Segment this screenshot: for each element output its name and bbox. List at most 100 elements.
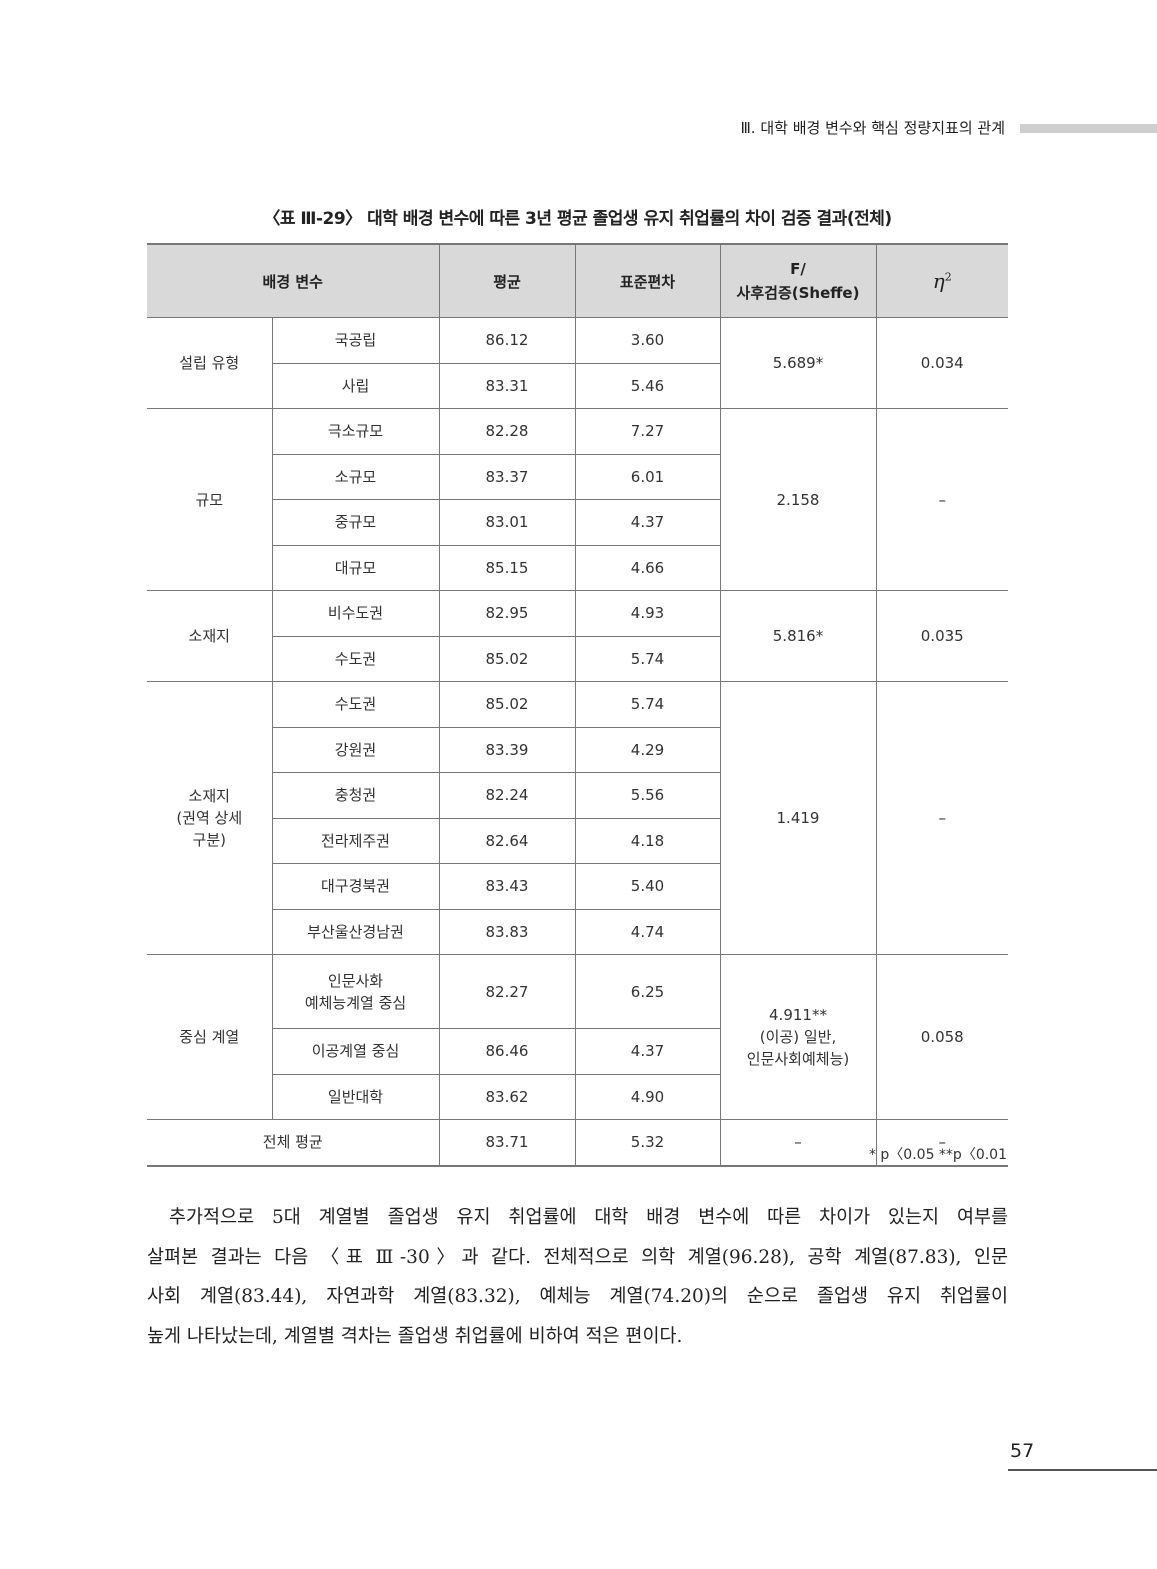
category-cell: 대규모 bbox=[271, 544, 440, 591]
category-cell: 충청권 bbox=[271, 772, 440, 819]
eta-superscript: 2 bbox=[944, 270, 952, 284]
sd-cell: 4.93 bbox=[574, 590, 721, 637]
sd-cell: 4.37 bbox=[574, 1028, 720, 1075]
mean-cell: 82.95 bbox=[438, 590, 576, 637]
category-cell: 비수도권 bbox=[271, 590, 440, 637]
table-row: 수도권 85.02 5.74 bbox=[147, 635, 1008, 682]
mean-cell: 86.12 bbox=[438, 317, 576, 364]
category-cell: 전라제주권 bbox=[271, 817, 440, 864]
mean-cell: 83.83 bbox=[438, 908, 576, 955]
mean-cell: 83.37 bbox=[438, 453, 576, 500]
total-row: 전체 평균 83.71 5.32– – bbox=[147, 1119, 1008, 1167]
group-label: 소재지 (권역 상세 구분) bbox=[147, 681, 273, 955]
mean-cell: 82.64 bbox=[438, 817, 576, 864]
table-row: 규모 극소규모 82.28 7.27 2.158– bbox=[147, 408, 1008, 591]
eta-value-cell: – bbox=[875, 681, 1008, 955]
eta-value-cell: 0.034 bbox=[875, 317, 1008, 409]
mean-cell: 82.28 bbox=[438, 408, 576, 455]
mean-cell: 83.39 bbox=[438, 726, 576, 773]
running-header: Ⅲ. 대학 배경 변수와 핵심 정량지표의 관계 bbox=[740, 119, 1005, 137]
mean-cell: 83.01 bbox=[438, 499, 576, 546]
eta-value-cell: – bbox=[875, 408, 1008, 591]
table-header-row: 배경 변수 평균 표준편차 F/ 사후검증(Sheffe) η2 bbox=[147, 243, 1008, 318]
header-bar bbox=[1020, 124, 1157, 133]
f-value-cell: 4.911** (이공) 일반, 인문사회예체능) bbox=[719, 954, 877, 1120]
sd-cell: 5.74 bbox=[574, 635, 720, 682]
sd-cell: 5.74 bbox=[574, 681, 721, 728]
sd-cell: 5.46 bbox=[574, 362, 720, 409]
total-label: 전체 평균 bbox=[147, 1119, 440, 1167]
page-number-rule bbox=[1008, 1469, 1157, 1471]
mean-cell: 83.31 bbox=[438, 362, 576, 409]
total-sd: 5.32 bbox=[574, 1119, 721, 1167]
sd-cell: 7.27 bbox=[574, 408, 721, 455]
sd-cell: 6.25 bbox=[574, 954, 721, 1029]
table-row: 설립 유형 국공립 86.12 3.60 5.689* 0.034 bbox=[147, 317, 1008, 409]
category-cell: 수도권 bbox=[271, 635, 440, 682]
group-label: 중심 계열 bbox=[147, 954, 273, 1120]
group-label: 규모 bbox=[147, 408, 273, 591]
mean-cell: 83.43 bbox=[438, 863, 576, 910]
category-cell: 국공립 bbox=[271, 317, 440, 364]
sd-cell: 5.40 bbox=[574, 863, 720, 910]
table-row: 부산울산경남권 83.83 4.74 bbox=[147, 908, 1008, 955]
mean-cell: 82.27 bbox=[438, 954, 576, 1029]
total-mean: 83.71 bbox=[438, 1119, 576, 1167]
sd-cell: 4.37 bbox=[574, 499, 720, 546]
category-cell: 일반대학 bbox=[271, 1073, 440, 1120]
paragraph-line: 추가적으로 5대 계열별 졸업생 유지 취업률에 대학 배경 변수에 따른 차이… bbox=[169, 1207, 1008, 1228]
mean-cell: 82.24 bbox=[438, 772, 576, 819]
table-row: 대규모 85.15 4.66 bbox=[147, 544, 1008, 591]
table-caption: 〈표 Ⅲ-29〉 대학 배경 변수에 따른 3년 평균 졸업생 유지 취업률의 … bbox=[263, 209, 892, 229]
sd-cell: 6.01 bbox=[574, 453, 720, 500]
group-label: 설립 유형 bbox=[147, 317, 273, 409]
f-value-cell: 5.689* bbox=[719, 317, 877, 409]
category-cell: 인문사화 예체능계열 중심 bbox=[271, 954, 440, 1029]
mean-cell: 85.02 bbox=[438, 635, 576, 682]
page-number: 57 bbox=[1010, 1440, 1035, 1462]
paragraph-line: 높게 나타났는데, 계열별 격차는 졸업생 취업률에 비하여 적은 편이다. bbox=[147, 1325, 683, 1347]
sd-cell: 4.18 bbox=[574, 817, 720, 864]
table-row: 소재지 비수도권 82.95 4.93 5.816* 0.035 bbox=[147, 590, 1008, 682]
mean-cell: 85.15 bbox=[438, 544, 576, 591]
sd-cell: 4.29 bbox=[574, 726, 720, 773]
group-label: 소재지 bbox=[147, 590, 273, 682]
header-mean: 평균 bbox=[438, 243, 575, 318]
category-cell: 대구경북권 bbox=[271, 863, 440, 910]
total-f: – bbox=[719, 1119, 877, 1167]
table-row: 충청권 82.24 5.56 bbox=[147, 772, 1008, 819]
eta-value-cell: 0.035 bbox=[875, 590, 1008, 682]
category-cell: 중규모 bbox=[271, 499, 440, 546]
f-value-cell: 2.158 bbox=[719, 408, 877, 591]
eta-value-cell: 0.058 bbox=[875, 954, 1008, 1120]
table-row: 강원권 83.39 4.29 bbox=[147, 726, 1008, 773]
f-value-cell: 5.816* bbox=[719, 590, 877, 682]
f-value-cell: 1.419 bbox=[719, 681, 877, 955]
table-row: 전라제주권 82.64 4.18 bbox=[147, 817, 1008, 864]
mean-cell: 85.02 bbox=[438, 681, 576, 728]
sd-cell: 4.66 bbox=[574, 544, 720, 591]
header-eta: η2 bbox=[875, 243, 1008, 318]
table-row: 중심 계열 인문사화 예체능계열 중심 82.27 6.25 4.911** (이공) … bbox=[147, 954, 1008, 1120]
mean-cell: 86.46 bbox=[438, 1028, 576, 1075]
eta-symbol: η bbox=[932, 269, 945, 293]
category-cell: 소규모 bbox=[271, 453, 440, 500]
mean-cell: 83.62 bbox=[438, 1073, 576, 1120]
table-row: 소재지 (권역 상세 구분) 수도권 85.02 5.74 1.419– bbox=[147, 681, 1008, 955]
sd-cell: 5.56 bbox=[574, 772, 720, 819]
significance-note: * p〈0.05 **p〈0.01 bbox=[868, 1147, 1007, 1163]
sd-cell: 3.60 bbox=[574, 317, 721, 364]
results-table: 배경 변수 평균 표준편차 F/ 사후검증(Sheffe) η2 설립 유형 국공… bbox=[147, 243, 1008, 1167]
header-variable: 배경 변수 bbox=[147, 243, 439, 318]
total-eta: – bbox=[875, 1119, 1008, 1167]
body-paragraph: 추가적으로 5대 계열별 졸업생 유지 취업률에 대학 배경 변수에 따른 차이… bbox=[147, 1203, 1008, 1361]
paragraph-line: 사회 계열(83.44), 자연과학 계열(83.32), 예체능 계열(74.… bbox=[147, 1286, 1008, 1307]
sd-cell: 4.74 bbox=[574, 908, 720, 955]
header-sd: 표준편차 bbox=[574, 243, 720, 318]
category-cell: 사립 bbox=[271, 362, 440, 409]
category-cell: 강원권 bbox=[271, 726, 440, 773]
paragraph-line: 살펴본 결과는 다음 〈표 Ⅲ-30〉과 같다. 전체적으로 의학 계열(96.… bbox=[147, 1246, 1008, 1268]
table-row: 일반대학 83.62 4.90 bbox=[147, 1073, 1008, 1120]
header-f: F/ 사후검증(Sheffe) bbox=[719, 243, 876, 318]
category-cell: 수도권 bbox=[271, 681, 440, 728]
